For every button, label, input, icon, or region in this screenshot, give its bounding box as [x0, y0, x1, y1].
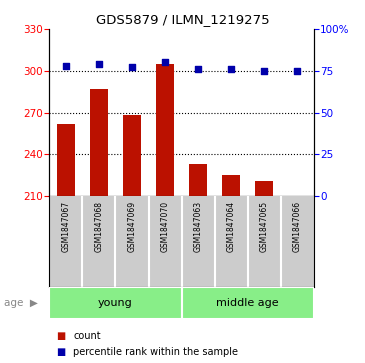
Point [228, 66, 234, 72]
Point [162, 60, 168, 65]
Text: percentile rank within the sample: percentile rank within the sample [73, 347, 238, 357]
Point [295, 68, 300, 74]
Text: GSM1847065: GSM1847065 [260, 200, 269, 252]
Bar [189, 164, 207, 196]
Bar [49, 287, 182, 319]
Bar [182, 287, 314, 319]
Bar [90, 89, 108, 196]
Text: GSM1847066: GSM1847066 [293, 200, 302, 252]
Text: ■: ■ [57, 331, 66, 341]
Text: GDS5879 / ILMN_1219275: GDS5879 / ILMN_1219275 [96, 13, 269, 26]
Bar [156, 64, 174, 196]
Bar [123, 115, 141, 196]
Text: GSM1847067: GSM1847067 [61, 200, 70, 252]
Text: ■: ■ [57, 347, 66, 357]
Text: count: count [73, 331, 101, 341]
Text: GSM1847064: GSM1847064 [227, 200, 236, 252]
Bar [57, 124, 75, 196]
Text: GSM1847070: GSM1847070 [161, 200, 170, 252]
Point [96, 61, 102, 67]
Text: GSM1847069: GSM1847069 [127, 200, 137, 252]
Bar [255, 181, 273, 196]
Point [261, 68, 267, 74]
Text: young: young [98, 298, 133, 308]
Text: GSM1847063: GSM1847063 [193, 200, 203, 252]
Text: GSM1847068: GSM1847068 [95, 200, 103, 252]
Point [129, 65, 135, 70]
Text: age  ▶: age ▶ [4, 298, 38, 308]
Point [63, 63, 69, 69]
Bar [222, 175, 240, 196]
Text: middle age: middle age [216, 298, 279, 308]
Point [195, 66, 201, 72]
